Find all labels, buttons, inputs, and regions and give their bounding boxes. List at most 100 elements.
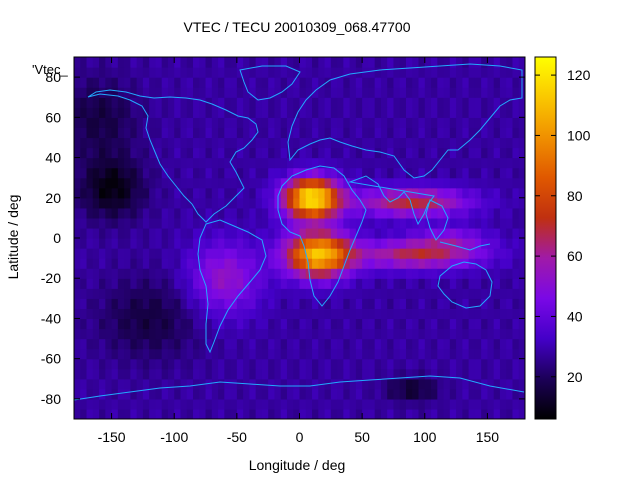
heatmap-cell [230, 157, 238, 169]
heatmap-cell [117, 328, 125, 340]
heatmap-cell [330, 368, 338, 380]
heatmap-cell [424, 57, 432, 68]
heatmap-cell [512, 258, 520, 269]
heatmap-cell [136, 87, 144, 98]
heatmap-cell [337, 87, 344, 98]
heatmap-cell [518, 177, 525, 189]
heatmap-cell [111, 57, 119, 68]
heatmap-cell [474, 298, 482, 309]
heatmap-cell [236, 318, 244, 330]
heatmap-cell [218, 197, 225, 209]
heatmap-cell [431, 227, 438, 239]
heatmap-cell [111, 227, 119, 239]
heatmap-cell [224, 137, 232, 149]
heatmap-cell [506, 207, 514, 219]
heatmap-cell [481, 157, 489, 169]
heatmap-cell [318, 308, 326, 320]
heatmap-cell [343, 248, 351, 259]
heatmap-cell [337, 177, 344, 189]
heatmap-cell [380, 117, 388, 128]
heatmap-cell [324, 368, 332, 380]
heatmap-cell [174, 298, 182, 309]
heatmap-cell [424, 388, 432, 400]
heatmap-cell [468, 298, 476, 309]
heatmap-cell [418, 177, 426, 189]
heatmap-cell [474, 147, 482, 159]
heatmap-cell [117, 338, 125, 350]
heatmap-cell [155, 67, 163, 78]
heatmap-cell [468, 328, 476, 340]
heatmap-cell [218, 388, 225, 400]
heatmap-cell [493, 227, 501, 239]
heatmap-cell [318, 368, 326, 380]
heatmap-cell [167, 298, 175, 309]
heatmap-cell [330, 238, 338, 249]
heatmap-cell [161, 107, 169, 118]
heatmap-cell [149, 328, 157, 340]
heatmap-cell [74, 127, 81, 139]
heatmap-cell [199, 157, 207, 169]
heatmap-cell [124, 77, 131, 88]
heatmap-cell [261, 167, 269, 179]
heatmap-cell [318, 157, 326, 169]
heatmap-cell [337, 147, 344, 159]
heatmap-cell [412, 368, 420, 380]
heatmap-cell [92, 157, 100, 169]
heatmap-cell [111, 187, 119, 199]
heatmap-cell [374, 147, 382, 159]
heatmap-cell [274, 167, 282, 179]
heatmap-cell [318, 77, 326, 88]
heatmap-cell [405, 117, 413, 128]
heatmap-cell [481, 67, 489, 78]
heatmap-cell [462, 197, 470, 209]
heatmap-cell [243, 358, 250, 370]
heatmap-cell [124, 167, 131, 179]
heatmap-cell [117, 217, 125, 229]
y-tick-label: 20 [45, 190, 61, 206]
heatmap-cell [456, 57, 463, 68]
heatmap-cell [199, 288, 207, 299]
heatmap-cell [274, 117, 282, 128]
heatmap-cell [261, 258, 269, 269]
heatmap-cell [111, 238, 119, 249]
heatmap-cell [211, 97, 219, 108]
heatmap-cell [468, 288, 476, 299]
heatmap-cell [318, 348, 326, 360]
heatmap-cell [493, 137, 501, 149]
heatmap-cell [449, 318, 457, 330]
heatmap-cell [412, 227, 420, 239]
heatmap-cell [230, 167, 238, 179]
heatmap-cell [205, 248, 213, 259]
heatmap-cell [155, 197, 163, 209]
heatmap-cell [261, 157, 269, 169]
heatmap-cell [236, 187, 244, 199]
heatmap-cell [449, 398, 457, 410]
heatmap-cell [337, 258, 344, 269]
heatmap-cell [474, 177, 482, 189]
heatmap-cell [111, 368, 119, 380]
heatmap-cell [243, 137, 250, 149]
heatmap-cell [268, 358, 276, 370]
heatmap-cell [506, 338, 514, 350]
heatmap-cell [343, 107, 351, 118]
heatmap-cell [412, 398, 420, 410]
heatmap-cell [474, 398, 482, 410]
heatmap-cell [456, 338, 463, 350]
heatmap-cell [236, 258, 244, 269]
heatmap-cell [499, 248, 507, 259]
heatmap-cell [487, 358, 495, 370]
heatmap-cell [462, 308, 470, 320]
heatmap-cell [374, 107, 382, 118]
heatmap-cell [199, 207, 207, 219]
heatmap-cell [518, 258, 525, 269]
heatmap-cell [399, 87, 407, 98]
heatmap-cell [337, 97, 344, 108]
heatmap-cell [80, 338, 88, 350]
heatmap-cell [443, 378, 451, 390]
heatmap-cell [393, 258, 401, 269]
heatmap-cell [443, 187, 451, 199]
heatmap-cell [274, 388, 282, 400]
heatmap-cell [468, 338, 476, 350]
heatmap-cell [224, 358, 232, 370]
heatmap-cell [399, 77, 407, 88]
